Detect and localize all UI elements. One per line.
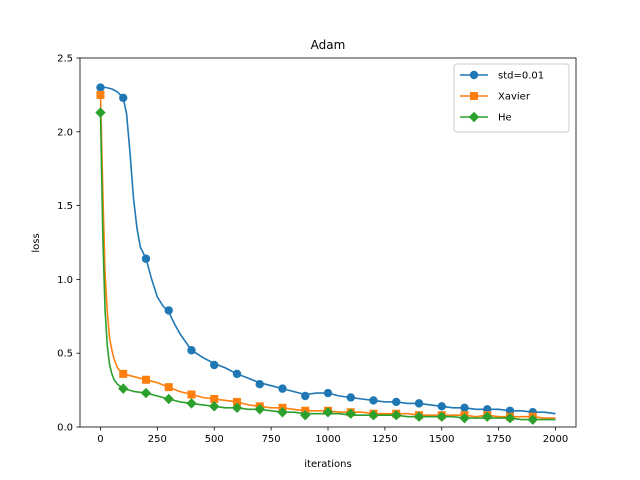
data-point-std-0-01 xyxy=(141,254,151,263)
data-point-he xyxy=(254,404,265,415)
data-point-he xyxy=(345,408,356,419)
x-tick-label: 250 xyxy=(148,434,167,445)
data-point-he xyxy=(436,411,447,422)
series-std-0-01 xyxy=(96,83,556,417)
legend-box xyxy=(453,63,570,133)
y-tick-label: 2.0 xyxy=(57,127,73,138)
chart-title: Adam xyxy=(311,38,346,52)
y-tick-label: 1.0 xyxy=(57,275,73,286)
data-point-std-0-01 xyxy=(346,393,355,402)
x-tick-label: 1250 xyxy=(372,434,397,445)
y-axis: 0.0 0.5 1.0 1.5 2.0 2.5 xyxy=(57,54,80,434)
x-axis: 0 250 500 750 1000 1250 1500 1750 2000 xyxy=(97,427,568,445)
x-axis-label: iterations xyxy=(304,459,351,470)
y-tick-label: 0.0 xyxy=(57,423,73,434)
data-point-he xyxy=(413,411,425,422)
x-tick-label: 1750 xyxy=(486,434,511,445)
data-point-std-0-01 xyxy=(255,379,264,389)
x-tick-label: 1000 xyxy=(315,434,340,445)
data-point-std-0-01 xyxy=(460,403,469,413)
data-point-he xyxy=(231,402,243,414)
data-point-he xyxy=(459,412,470,424)
data-point-he xyxy=(322,407,334,418)
y-tick-label: 2.5 xyxy=(57,54,73,65)
legend-label-std-0-01: std=0.01 xyxy=(498,71,544,82)
data-point-xavier xyxy=(119,369,128,378)
data-point-std-0-01 xyxy=(437,402,446,411)
data-point-he xyxy=(300,409,311,421)
legend-marker-he xyxy=(468,111,480,123)
data-point-he xyxy=(95,107,106,118)
data-point-std-0-01 xyxy=(301,391,310,401)
data-point-std-0-01 xyxy=(323,388,333,398)
data-point-he xyxy=(482,411,493,422)
data-point-std-0-01 xyxy=(164,306,173,315)
x-tick-label: 0 xyxy=(97,434,103,445)
x-tick-label: 750 xyxy=(262,434,281,445)
data-point-std-0-01 xyxy=(210,360,219,370)
data-point-std-0-01 xyxy=(278,384,287,393)
data-point-std-0-01 xyxy=(119,93,128,103)
legend-marker-xavier xyxy=(470,92,478,100)
data-point-xavier xyxy=(210,394,219,403)
data-point-std-0-01 xyxy=(96,83,105,92)
data-point-he xyxy=(209,401,220,412)
data-point-xavier xyxy=(164,383,173,392)
data-point-he xyxy=(527,414,538,425)
x-tick-label: 500 xyxy=(205,434,224,445)
data-point-he xyxy=(163,393,174,405)
y-axis-label: loss xyxy=(31,233,42,252)
x-tick-label: 1500 xyxy=(429,434,454,445)
data-point-std-0-01 xyxy=(369,396,378,405)
series-he xyxy=(95,107,556,425)
data-point-he xyxy=(118,383,129,394)
data-point-he xyxy=(277,407,288,418)
data-point-xavier xyxy=(187,390,196,399)
x-tick-label: 2000 xyxy=(543,434,568,445)
legend-label-xavier: Xavier xyxy=(498,92,531,103)
data-point-he xyxy=(504,412,516,424)
series-layer xyxy=(95,83,556,425)
data-point-xavier xyxy=(96,90,105,99)
data-point-std-0-01 xyxy=(232,369,242,379)
data-point-he xyxy=(391,409,402,421)
data-point-he xyxy=(140,387,152,399)
y-tick-label: 0.5 xyxy=(57,349,73,360)
legend-label-he: He xyxy=(498,113,512,124)
data-point-std-0-01 xyxy=(392,397,401,407)
data-point-xavier xyxy=(232,397,241,406)
data-point-std-0-01 xyxy=(414,399,424,408)
data-point-he xyxy=(186,398,197,409)
legend: std=0.01 Xavier He xyxy=(453,63,570,133)
legend-marker-std-0-01 xyxy=(469,70,479,80)
data-point-std-0-01 xyxy=(187,346,196,355)
data-point-he xyxy=(368,409,379,421)
data-point-xavier xyxy=(141,375,150,384)
y-tick-label: 1.5 xyxy=(57,201,73,212)
